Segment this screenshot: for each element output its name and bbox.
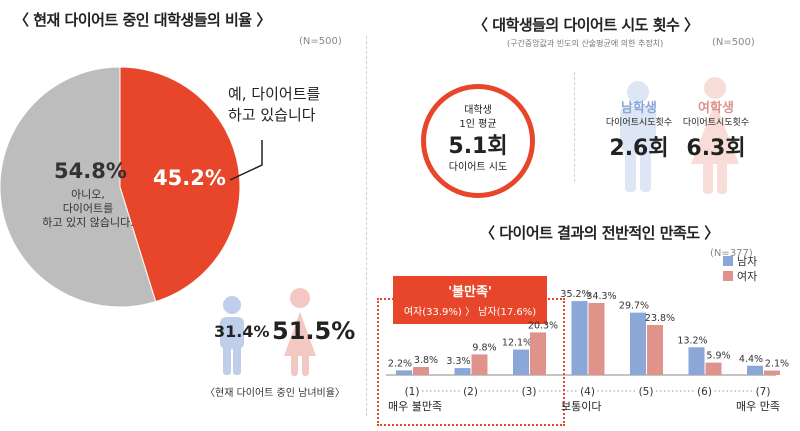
bar-label-female-6: 5.9%	[706, 351, 730, 362]
pie-chart	[0, 66, 263, 308]
female-pct: 51.5%	[272, 317, 356, 345]
bar-label-male-3: 12.1%	[502, 338, 532, 349]
satisfaction-title: 〈 다이어트 결과의 전반적인 만족도 〉	[480, 224, 719, 242]
axis-label-neutral: 보통이다	[561, 400, 602, 413]
legend-label-male: 남자	[737, 255, 757, 268]
avg-circle-label-1: 대학생	[464, 105, 492, 116]
pie-slice-no	[0, 66, 157, 308]
male-student-label: 남학생	[621, 101, 657, 116]
satisfaction-chart: 2.2% 3.8% 3.3%9.8% 12.1% 20.3% 35.2%34.3%29.7…	[386, 255, 789, 398]
bar-label-male-7: 4.4%	[739, 354, 763, 365]
bar-male-4	[571, 301, 588, 375]
dissatisfied-callout: '불만족' 여자(33.9%) 〉 남자(17.6%)	[393, 276, 547, 324]
bar-label-female-2: 9.8%	[472, 342, 496, 353]
bar-male-6	[688, 347, 705, 375]
pie-callout-line	[229, 140, 263, 181]
pie-yes-label: 예, 다이어트를 하고 있습니다	[228, 85, 321, 124]
axis-label-very-satisfied: 매우 만족	[736, 400, 780, 413]
bar-label-female-5: 23.8%	[645, 313, 675, 324]
attempts-title: 〈 대학생들의 다이어트 시도 횟수 〉	[473, 16, 699, 34]
chart-legend: 남자 여자	[723, 255, 757, 283]
bar-label-female-1: 3.8%	[414, 355, 438, 366]
bar-female-6	[705, 362, 722, 375]
male-student-icon	[620, 81, 656, 192]
male-pct: 31.4%	[214, 322, 270, 341]
attempts-divider	[574, 72, 575, 182]
bar-label-male-4: 35.2%	[560, 289, 590, 300]
bar-label-female-7: 2.1%	[765, 359, 789, 370]
bar-label-male-2: 3.3%	[446, 356, 470, 367]
satisfaction-n-label: (N=377)	[710, 248, 753, 259]
legend-swatch-male	[723, 256, 733, 266]
category-tick-7: (7)	[756, 386, 771, 398]
male-student-sub: 다이어트시도횟수	[605, 118, 673, 128]
bar-female-7	[764, 370, 780, 375]
attempts-n-label: (N=500)	[712, 37, 755, 48]
axis-label-very-dissatisfied: 매우 불만족	[388, 400, 443, 413]
bar-male-7	[747, 365, 763, 375]
bar-male-5	[630, 312, 646, 375]
attempts-subtitle: (구간중앙값과 빈도의 산술평균에 의한 추정치)	[507, 39, 664, 48]
bar-label-male-1: 2.2%	[388, 358, 412, 369]
bar-female-3	[530, 332, 546, 375]
category-tick-3: (3)	[522, 386, 537, 398]
category-tick-5: (5)	[639, 386, 654, 398]
bar-male-2	[454, 368, 471, 375]
pie-n-label: (N=500)	[299, 36, 342, 47]
avg-circle-label-2: 1인 평균	[459, 119, 497, 130]
section-divider	[366, 36, 367, 416]
male-student-value: 2.6회	[609, 136, 669, 161]
bar-label-male-5: 29.7%	[619, 301, 649, 312]
avg-circle-label-3: 다이어트 시도	[448, 162, 508, 173]
legend-swatch-female	[723, 271, 733, 281]
bar-label-male-6: 13.2%	[677, 335, 707, 346]
legend-label-female: 여자	[737, 270, 757, 283]
bar-label-female-3: 20.3%	[528, 320, 558, 331]
category-tick-6: (6)	[697, 386, 712, 398]
pie-no-pct: 54.8%	[54, 159, 127, 183]
bar-male-3	[513, 349, 529, 375]
female-student-sub: 다이어트시도횟수	[682, 118, 750, 128]
female-icon	[284, 288, 316, 376]
male-icon	[220, 296, 244, 375]
pie-slice-yes	[119, 66, 241, 303]
bar-label-female-4: 34.3%	[586, 291, 616, 302]
bar-female-4	[588, 302, 605, 375]
bar-female-1	[413, 367, 429, 375]
average-circle	[421, 84, 535, 198]
bar-female-2	[471, 354, 488, 375]
avg-circle-value: 5.1회	[448, 134, 508, 159]
category-tick-2: (2)	[463, 386, 478, 398]
category-tick-4: (4)	[580, 386, 595, 398]
pie-title: 〈 현재 다이어트 중인 대학생들의 비율 〉	[14, 11, 271, 29]
female-student-icon	[691, 77, 739, 194]
bar-male-1	[396, 370, 412, 375]
gender-caption: 〈현재 다이어트 중인 남녀비율〉	[205, 388, 345, 399]
bar-female-5	[647, 325, 663, 375]
female-student-label: 여학생	[698, 101, 734, 116]
category-tick-1: (1)	[405, 386, 420, 398]
pie-no-label: 아니오, 다이어트를 하고 있지 않습니다.	[42, 188, 134, 229]
female-student-value: 6.3회	[686, 136, 746, 161]
pie-yes-pct: 45.2%	[153, 166, 226, 190]
